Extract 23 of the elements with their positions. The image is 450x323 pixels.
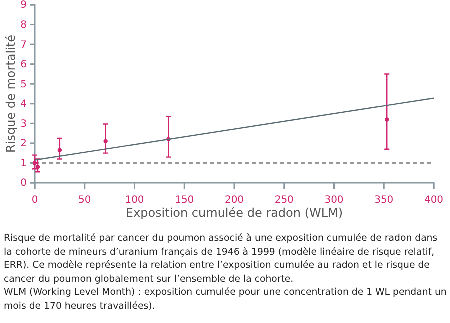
- x-tick-label: 200: [224, 195, 244, 206]
- y-tick-label: 0: [20, 178, 27, 190]
- x-tick-label: 250: [274, 195, 294, 206]
- y-tick-label: 1: [20, 158, 27, 170]
- x-tick-label: 150: [175, 195, 194, 206]
- y-tick-label: 6: [20, 60, 27, 71]
- y-tick-label: 9: [20, 0, 27, 12]
- y-tick-label: 8: [20, 20, 27, 31]
- y-tick-label: 7: [20, 40, 27, 51]
- y-tick-label: 5: [20, 79, 27, 90]
- x-tick-label: 50: [78, 195, 92, 206]
- x-tick-label: 350: [374, 195, 394, 206]
- x-tick-label: 0: [32, 195, 38, 206]
- y-tick-label: 2: [20, 138, 27, 150]
- y-tick-label: 4: [20, 99, 27, 110]
- y-tick-label: 3: [20, 118, 27, 130]
- y-axis-title: Risque de mortalité: [4, 35, 18, 153]
- x-axis-title: Exposition cumulée de radon (WLM): [126, 206, 344, 220]
- x-tick-label: 400: [424, 195, 444, 206]
- x-tick-label: 100: [125, 195, 144, 206]
- text: WLM (Working Level Month) : exposition cumulée pour une concentration de 1 WL pendant un mois de 170 heures travaillées).: [4, 286, 448, 313]
- x-tick-label: 300: [324, 195, 344, 206]
- text: Risque de mortalité par cancer du poumon associé à une exposition cumulée de radon dans la cohorte de mineurs d’uranium français de 1946 à 1999 (modèle linéaire de risque relatif, ERR). Ce modèle représente la relation entre l’exposition cumulée au radon et le risque de cancer du poumon globalement sur l’ensemble de la cohorte.: [4, 232, 439, 286]
